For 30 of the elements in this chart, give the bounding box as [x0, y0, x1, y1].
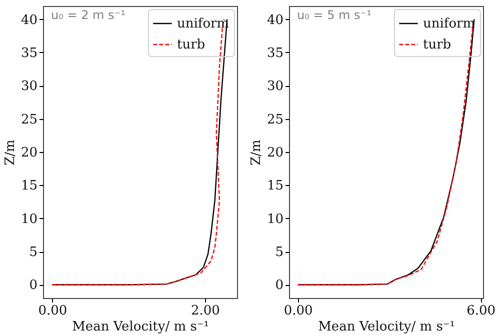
x-tick-label: 0.00 — [38, 304, 68, 318]
y-tick-label: 0 — [29, 278, 38, 294]
y-tick-label: 20 — [266, 146, 284, 160]
y-tick-label: 10 — [20, 212, 38, 227]
y-tick-label: 20 — [20, 146, 38, 160]
annotation: u₀ = 2 m s⁻¹ — [51, 8, 126, 22]
y-tick-label: 15 — [266, 178, 284, 194]
y-axis-title: Z/m — [2, 140, 18, 166]
legend-label: turb — [423, 38, 452, 52]
y-tick-label: 5 — [29, 245, 38, 260]
x-tick-label: 0.00 — [284, 304, 313, 318]
y-tick-label: 35 — [266, 46, 284, 61]
y-tick-label: 25 — [20, 112, 38, 128]
annotation: u₀ = 5 m s⁻¹ — [297, 8, 372, 22]
y-tick-label: 40 — [20, 12, 38, 28]
x-tick-label: 2.00 — [190, 304, 220, 318]
x-axis-title: Mean Velocity/ m s⁻¹ — [72, 320, 209, 334]
y-tick-label: 40 — [266, 12, 284, 28]
y-tick-label: 25 — [266, 112, 284, 128]
legend-label: turb — [177, 38, 206, 52]
y-axis-title: Z/m — [248, 140, 264, 166]
y-tick-label: 30 — [266, 79, 284, 94]
y-tick-label: 5 — [275, 245, 284, 260]
x-axis-title: Mean Velocity/ m s⁻¹ — [318, 320, 455, 334]
y-tick-label: 35 — [20, 46, 38, 61]
x-tick-label: 6.00 — [466, 304, 496, 318]
y-tick-label: 0 — [275, 278, 284, 294]
y-tick-label: 15 — [20, 178, 38, 194]
y-tick-label: 10 — [266, 212, 284, 227]
y-tick-label: 30 — [20, 79, 38, 94]
